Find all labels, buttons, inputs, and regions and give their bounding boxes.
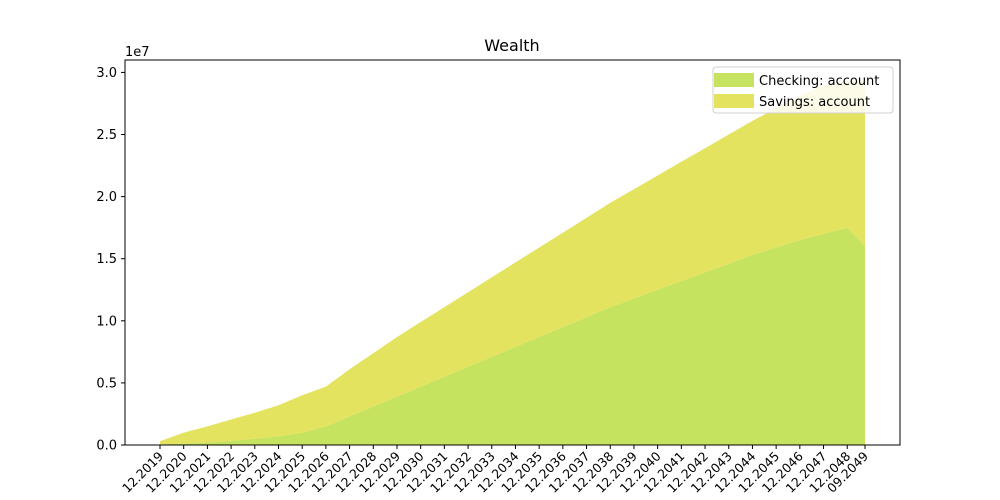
chart-legend: Checking: account Savings: account (712, 66, 894, 114)
y-tick-label: 2.5 (96, 128, 117, 143)
plot-frame (124, 59, 901, 446)
y-tick-label: 1.5 (96, 252, 117, 267)
area-series-2 (160, 81, 865, 445)
y-axis-exponent-label: 1e7 (125, 45, 150, 60)
y-tick-label: 0.0 (96, 439, 117, 454)
area-series-1 (160, 227, 865, 445)
legend-box (712, 66, 894, 114)
y-tick-label: 0.5 (96, 376, 117, 391)
area-series-group (160, 81, 865, 445)
y-tick-label: 3.0 (96, 66, 117, 81)
legend-label: Checking: account (759, 74, 879, 89)
legend-swatch (714, 94, 754, 108)
y-tick-label: 2.0 (96, 190, 117, 205)
legend-label: Savings: account (759, 95, 870, 110)
legend-swatch (714, 73, 754, 87)
y-tick-label: 1.0 (96, 314, 117, 329)
chart-title: Wealth (484, 36, 539, 55)
